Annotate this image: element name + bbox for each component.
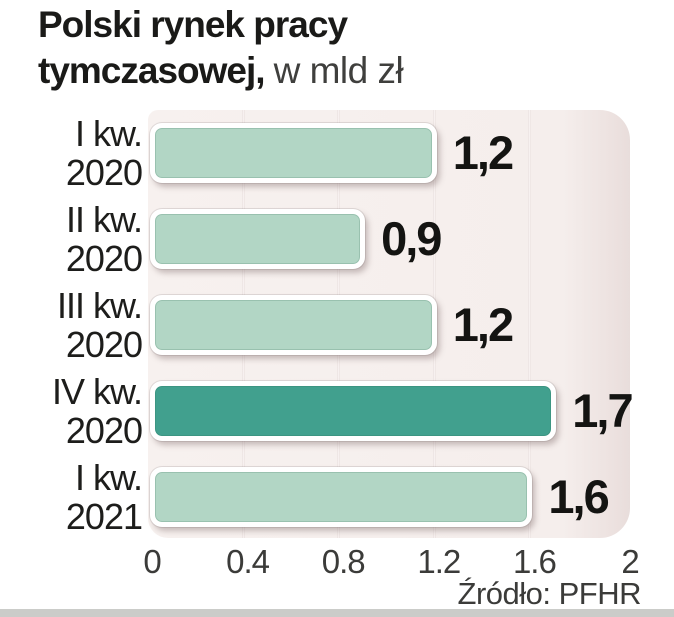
bar-row: II kw. 2020 0,9 <box>0 200 674 278</box>
category-label-line2: 2020 <box>65 238 143 279</box>
x-tick: 0.4 <box>226 543 270 580</box>
source-label: Źródło: PFHR <box>457 576 642 611</box>
category-label: II kw. 2020 <box>0 199 143 279</box>
chart-title-line2: tymczasowej, w mld zł <box>38 48 404 94</box>
bar <box>150 123 437 183</box>
value-label: 1,2 <box>452 298 514 351</box>
category-label-line1: I kw. <box>74 457 143 498</box>
chart-unit-label: w mld zł <box>273 50 404 91</box>
value-label: 0,9 <box>381 212 442 265</box>
category-label-line1: II kw. <box>65 199 143 240</box>
x-tick: 1.6 <box>512 543 557 580</box>
category-label-line1: IV kw. <box>51 371 143 412</box>
x-tick: 2 <box>621 543 639 580</box>
bar <box>150 467 532 527</box>
bar-row: III kw. 2020 1,2 <box>0 286 674 364</box>
bar <box>150 209 365 269</box>
bar-row: I kw. 2021 1,6 <box>0 458 674 536</box>
bar-row: IV kw. 2020 1,7 <box>0 372 674 450</box>
category-label-line2: 2021 <box>65 496 143 537</box>
chart-title-line1: Polski rynek pracy <box>38 4 348 45</box>
category-label: I kw. 2021 <box>0 457 143 537</box>
category-label-line2: 2020 <box>65 410 143 451</box>
x-tick: 0.8 <box>321 543 366 580</box>
value-label: 1,7 <box>572 384 633 437</box>
bar-row: I kw. 2020 1,2 <box>0 114 674 192</box>
category-label-line1: III kw. <box>56 285 143 326</box>
gridline <box>528 110 531 538</box>
chart-title: Polski rynek pracy tymczasowej, w mld zł <box>38 2 404 94</box>
x-tick: 1.2 <box>417 543 461 580</box>
x-tick: 0 <box>143 543 161 580</box>
category-label: IV kw. 2020 <box>0 371 143 451</box>
bottom-divider <box>0 609 674 617</box>
category-label: I kw. 2020 <box>0 113 143 193</box>
category-label: III kw. 2020 <box>0 285 143 365</box>
value-label: 1,2 <box>452 126 514 179</box>
category-label-line2: 2020 <box>65 324 143 365</box>
category-label-line1: I kw. <box>74 113 143 154</box>
bar <box>150 381 556 441</box>
bar <box>150 295 437 355</box>
chart-title-line2-bold: tymczasowej, <box>38 50 266 91</box>
category-label-line2: 2020 <box>65 152 143 193</box>
value-label: 1,6 <box>548 470 609 523</box>
